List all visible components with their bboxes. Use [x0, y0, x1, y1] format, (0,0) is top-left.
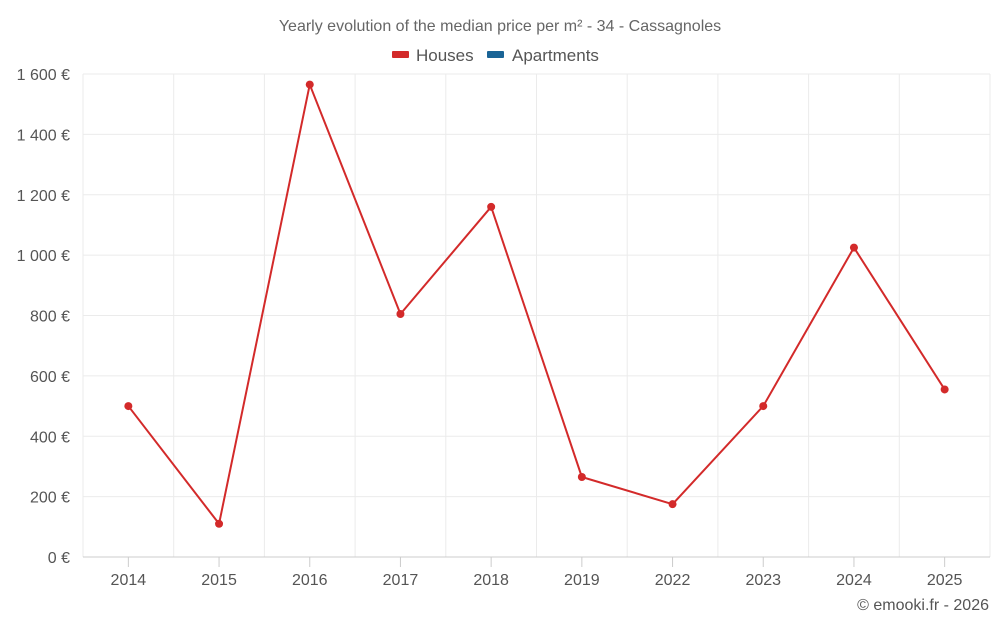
houses-point-2018[interactable] [487, 202, 496, 211]
series-houses [124, 80, 949, 528]
y-tick-label: 1 000 € [17, 248, 70, 265]
y-tick-label: 1 600 € [17, 67, 70, 84]
houses-point-2024[interactable] [849, 243, 858, 252]
credit-text: © emooki.fr - 2026 [857, 597, 989, 614]
x-tick-label: 2015 [201, 572, 237, 589]
x-axis-labels: 2014 2015 2016 2017 2018 2019 2022 2023 2024 2025 [111, 572, 963, 589]
houses-point-2015[interactable] [215, 519, 224, 528]
houses-point-2023[interactable] [759, 402, 768, 411]
legend-item-apartments[interactable]: Apartments [487, 46, 599, 65]
x-tick-label: 2017 [383, 572, 419, 589]
legend-swatch-houses [392, 51, 409, 58]
y-tick-label: 200 € [30, 490, 70, 507]
x-tick-label: 2014 [111, 572, 147, 589]
houses-point-2016[interactable] [305, 80, 314, 89]
y-tick-label: 1 200 € [17, 188, 70, 205]
houses-point-2019[interactable] [577, 473, 586, 482]
y-tick-label: 0 € [48, 550, 70, 567]
legend-label-apartments: Apartments [512, 46, 599, 65]
x-tick-label: 2018 [473, 572, 509, 589]
x-gridlines [82, 74, 991, 567]
houses-point-2025[interactable] [940, 385, 949, 394]
y-tick-label: 1 400 € [17, 127, 70, 144]
legend: Houses Apartments [392, 46, 599, 65]
houses-point-2017[interactable] [396, 309, 405, 318]
y-tick-label: 600 € [30, 369, 70, 386]
chart-title: Yearly evolution of the median price per… [279, 18, 721, 35]
y-axis-labels: 0 € 200 € 400 € 600 € 800 € 1 000 € 1 200 € 1 4… [17, 67, 70, 567]
legend-swatch-apartments [487, 51, 504, 58]
y-tick-label: 400 € [30, 429, 70, 446]
x-tick-label: 2025 [927, 572, 963, 589]
x-tick-label: 2016 [292, 572, 328, 589]
legend-label-houses: Houses [416, 46, 474, 65]
x-tick-label: 2019 [564, 572, 600, 589]
x-tick-label: 2024 [836, 572, 872, 589]
x-tick-label: 2023 [745, 572, 781, 589]
houses-line [127, 83, 946, 525]
y-tick-label: 800 € [30, 309, 70, 326]
houses-point-2022[interactable] [668, 500, 677, 509]
legend-item-houses[interactable]: Houses [392, 46, 474, 65]
x-tick-label: 2022 [655, 572, 691, 589]
houses-point-2014[interactable] [124, 402, 133, 411]
